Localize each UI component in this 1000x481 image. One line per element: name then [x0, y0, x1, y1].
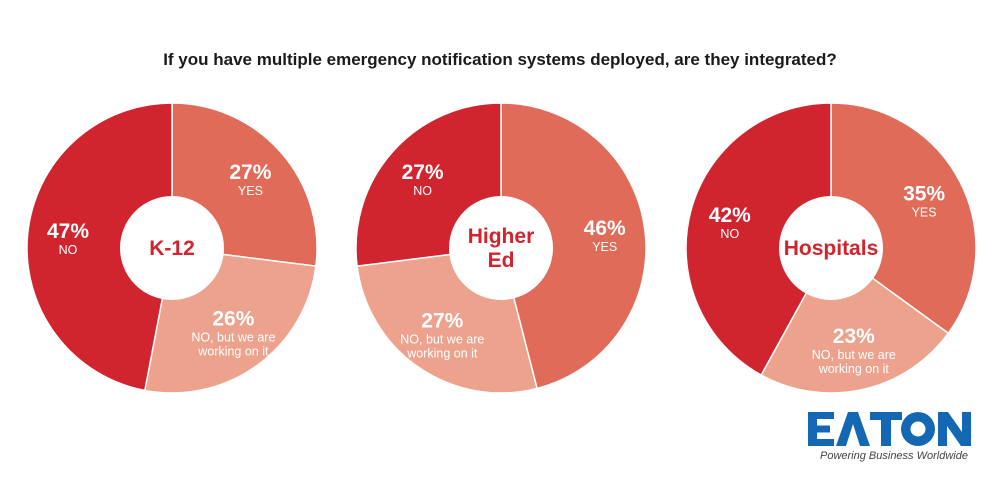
- chart-title: If you have multiple emergency notificat…: [163, 50, 837, 69]
- slice-label-yes: 27% YES: [229, 161, 271, 198]
- slice-no: [685, 102, 832, 377]
- donut-hole: [120, 196, 224, 300]
- slice-percent: 27%: [421, 309, 463, 332]
- slice-percent: 42%: [709, 204, 751, 227]
- slice-category: working on it: [406, 346, 478, 360]
- slice-percent: 47%: [47, 220, 89, 243]
- center-label: Higher Ed: [468, 225, 535, 272]
- donut-hole: [779, 196, 883, 300]
- slice-label-working: 23% NO, but we are working on it: [812, 325, 896, 376]
- slice-category: YES: [592, 240, 617, 254]
- slice-percent: 27%: [229, 161, 271, 184]
- slice-percent: 35%: [903, 183, 945, 206]
- slice-label-no: 47% NO: [47, 220, 89, 257]
- slice-yes: [500, 102, 647, 390]
- slice-percent: 27%: [402, 161, 444, 184]
- slice-category: NO, but we are: [191, 331, 275, 345]
- slice-label-working: 27% NO, but we are working on it: [400, 309, 484, 360]
- slice-label-working: 26% NO, but we are working on it: [191, 308, 275, 359]
- slice-no: [26, 102, 173, 392]
- slice-working: [760, 246, 950, 394]
- slice-label-no: 27% NO: [402, 161, 444, 198]
- eaton-tagline: Powering Business Worldwide: [820, 450, 968, 462]
- slice-percent: 26%: [212, 308, 254, 331]
- eaton-logo: [808, 412, 971, 446]
- slice-percent: 46%: [584, 217, 626, 240]
- slice-category: NO: [720, 227, 739, 241]
- slice-category: NO: [59, 243, 78, 257]
- slice-category: NO, but we are: [812, 348, 896, 362]
- slice-label-yes: 46% YES: [584, 217, 626, 254]
- slice-label-yes: 35% YES: [903, 183, 945, 220]
- slice-category: NO: [413, 184, 432, 198]
- center-label: K-12: [149, 237, 195, 260]
- donut-hole: [449, 196, 553, 300]
- slice-category: working on it: [818, 362, 890, 376]
- center-label: Hospitals: [784, 237, 879, 260]
- slice-label-no: 42% NO: [709, 204, 751, 241]
- slice-category: YES: [238, 184, 263, 198]
- slice-category: NO, but we are: [400, 332, 484, 346]
- slice-category: working on it: [197, 345, 269, 359]
- slice-category: YES: [912, 206, 937, 220]
- slice-yes: [830, 102, 977, 335]
- slice-percent: 23%: [833, 325, 875, 348]
